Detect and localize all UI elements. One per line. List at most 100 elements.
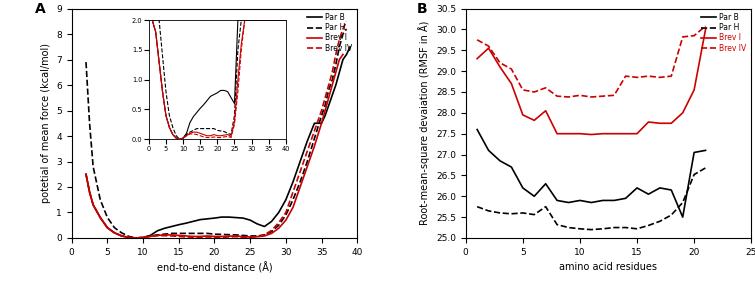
Brev IV: [541, 86, 550, 89]
Brev I: [530, 119, 539, 122]
Par B: [507, 165, 516, 169]
Par H: [210, 233, 219, 236]
Brev IV: [117, 234, 126, 238]
Brev I: [253, 235, 262, 239]
Par B: [125, 236, 134, 239]
Brev I: [239, 235, 248, 239]
Brev I: [181, 234, 190, 238]
Par B: [644, 192, 653, 196]
Brev I: [267, 232, 276, 235]
Brev I: [160, 233, 169, 237]
Brev IV: [260, 233, 269, 237]
Line: Brev IV: Brev IV: [477, 26, 705, 97]
Par H: [621, 226, 630, 229]
Par H: [245, 234, 254, 238]
Par H: [260, 233, 269, 237]
Par B: [245, 218, 254, 222]
Brev IV: [507, 67, 516, 71]
Par H: [217, 233, 226, 236]
Brev IV: [644, 74, 653, 78]
Brev I: [110, 231, 119, 235]
Par H: [328, 78, 337, 82]
Brev I: [85, 190, 94, 194]
Brev IV: [189, 235, 198, 239]
Brev IV: [110, 231, 119, 235]
Par H: [473, 205, 482, 208]
Par B: [564, 201, 573, 204]
Brev I: [667, 121, 676, 125]
Brev I: [203, 234, 212, 238]
X-axis label: amino acid residues: amino acid residues: [559, 262, 658, 272]
Brev IV: [495, 61, 504, 64]
Brev I: [495, 65, 504, 69]
Par B: [181, 221, 190, 225]
Par H: [160, 233, 169, 236]
Text: B: B: [418, 2, 428, 16]
Brev IV: [473, 38, 482, 42]
Brev IV: [160, 234, 169, 237]
Brev IV: [217, 235, 226, 239]
Par H: [495, 211, 504, 215]
Brev IV: [575, 93, 584, 97]
Par B: [667, 188, 676, 192]
Par H: [338, 32, 347, 36]
Brev I: [621, 132, 630, 135]
Brev I: [146, 235, 155, 238]
Par H: [310, 137, 319, 140]
Par B: [495, 159, 504, 162]
Par H: [701, 166, 710, 170]
Par H: [274, 223, 283, 227]
Par B: [88, 203, 97, 207]
Brev I: [678, 111, 687, 115]
Brev IV: [167, 234, 176, 238]
Par B: [598, 199, 607, 202]
Line: Brev I: Brev I: [477, 29, 705, 135]
Brev IV: [282, 211, 291, 214]
Par H: [598, 227, 607, 231]
Brev IV: [331, 53, 341, 56]
Brev IV: [324, 83, 333, 87]
Par H: [321, 104, 330, 107]
Par H: [655, 219, 664, 223]
Par B: [189, 220, 198, 223]
Brev IV: [146, 235, 155, 238]
Par H: [484, 209, 493, 213]
Brev IV: [338, 27, 347, 31]
Par H: [224, 233, 233, 236]
Brev I: [82, 172, 91, 176]
Brev IV: [317, 109, 326, 112]
Brev IV: [245, 235, 254, 239]
Par B: [260, 225, 269, 228]
Par H: [88, 165, 97, 168]
Par B: [139, 236, 148, 239]
Line: Par H: Par H: [86, 29, 347, 238]
Brev IV: [310, 129, 319, 133]
Brev I: [131, 236, 140, 240]
Brev I: [288, 206, 297, 209]
Line: Par B: Par B: [86, 47, 350, 238]
Brev IV: [342, 20, 351, 23]
Par H: [335, 45, 344, 48]
Brev I: [553, 132, 562, 135]
Brev IV: [633, 76, 642, 79]
Y-axis label: potetial of mean force (kcal/mol): potetial of mean force (kcal/mol): [41, 43, 51, 203]
Par H: [541, 205, 550, 208]
Par H: [317, 114, 326, 117]
Brev I: [518, 113, 527, 117]
Par B: [288, 180, 297, 184]
Par H: [196, 232, 205, 235]
Par H: [253, 234, 262, 238]
Line: Brev IV: Brev IV: [86, 21, 347, 238]
Par H: [203, 232, 212, 235]
Brev I: [473, 57, 482, 60]
Par H: [231, 233, 240, 237]
Par H: [85, 121, 94, 125]
Brev IV: [103, 226, 112, 229]
Brev IV: [655, 76, 664, 79]
Par H: [82, 60, 91, 64]
Brev IV: [667, 74, 676, 78]
Par H: [553, 223, 562, 226]
Brev I: [260, 234, 269, 238]
Brev IV: [125, 236, 134, 239]
Brev IV: [82, 172, 91, 176]
